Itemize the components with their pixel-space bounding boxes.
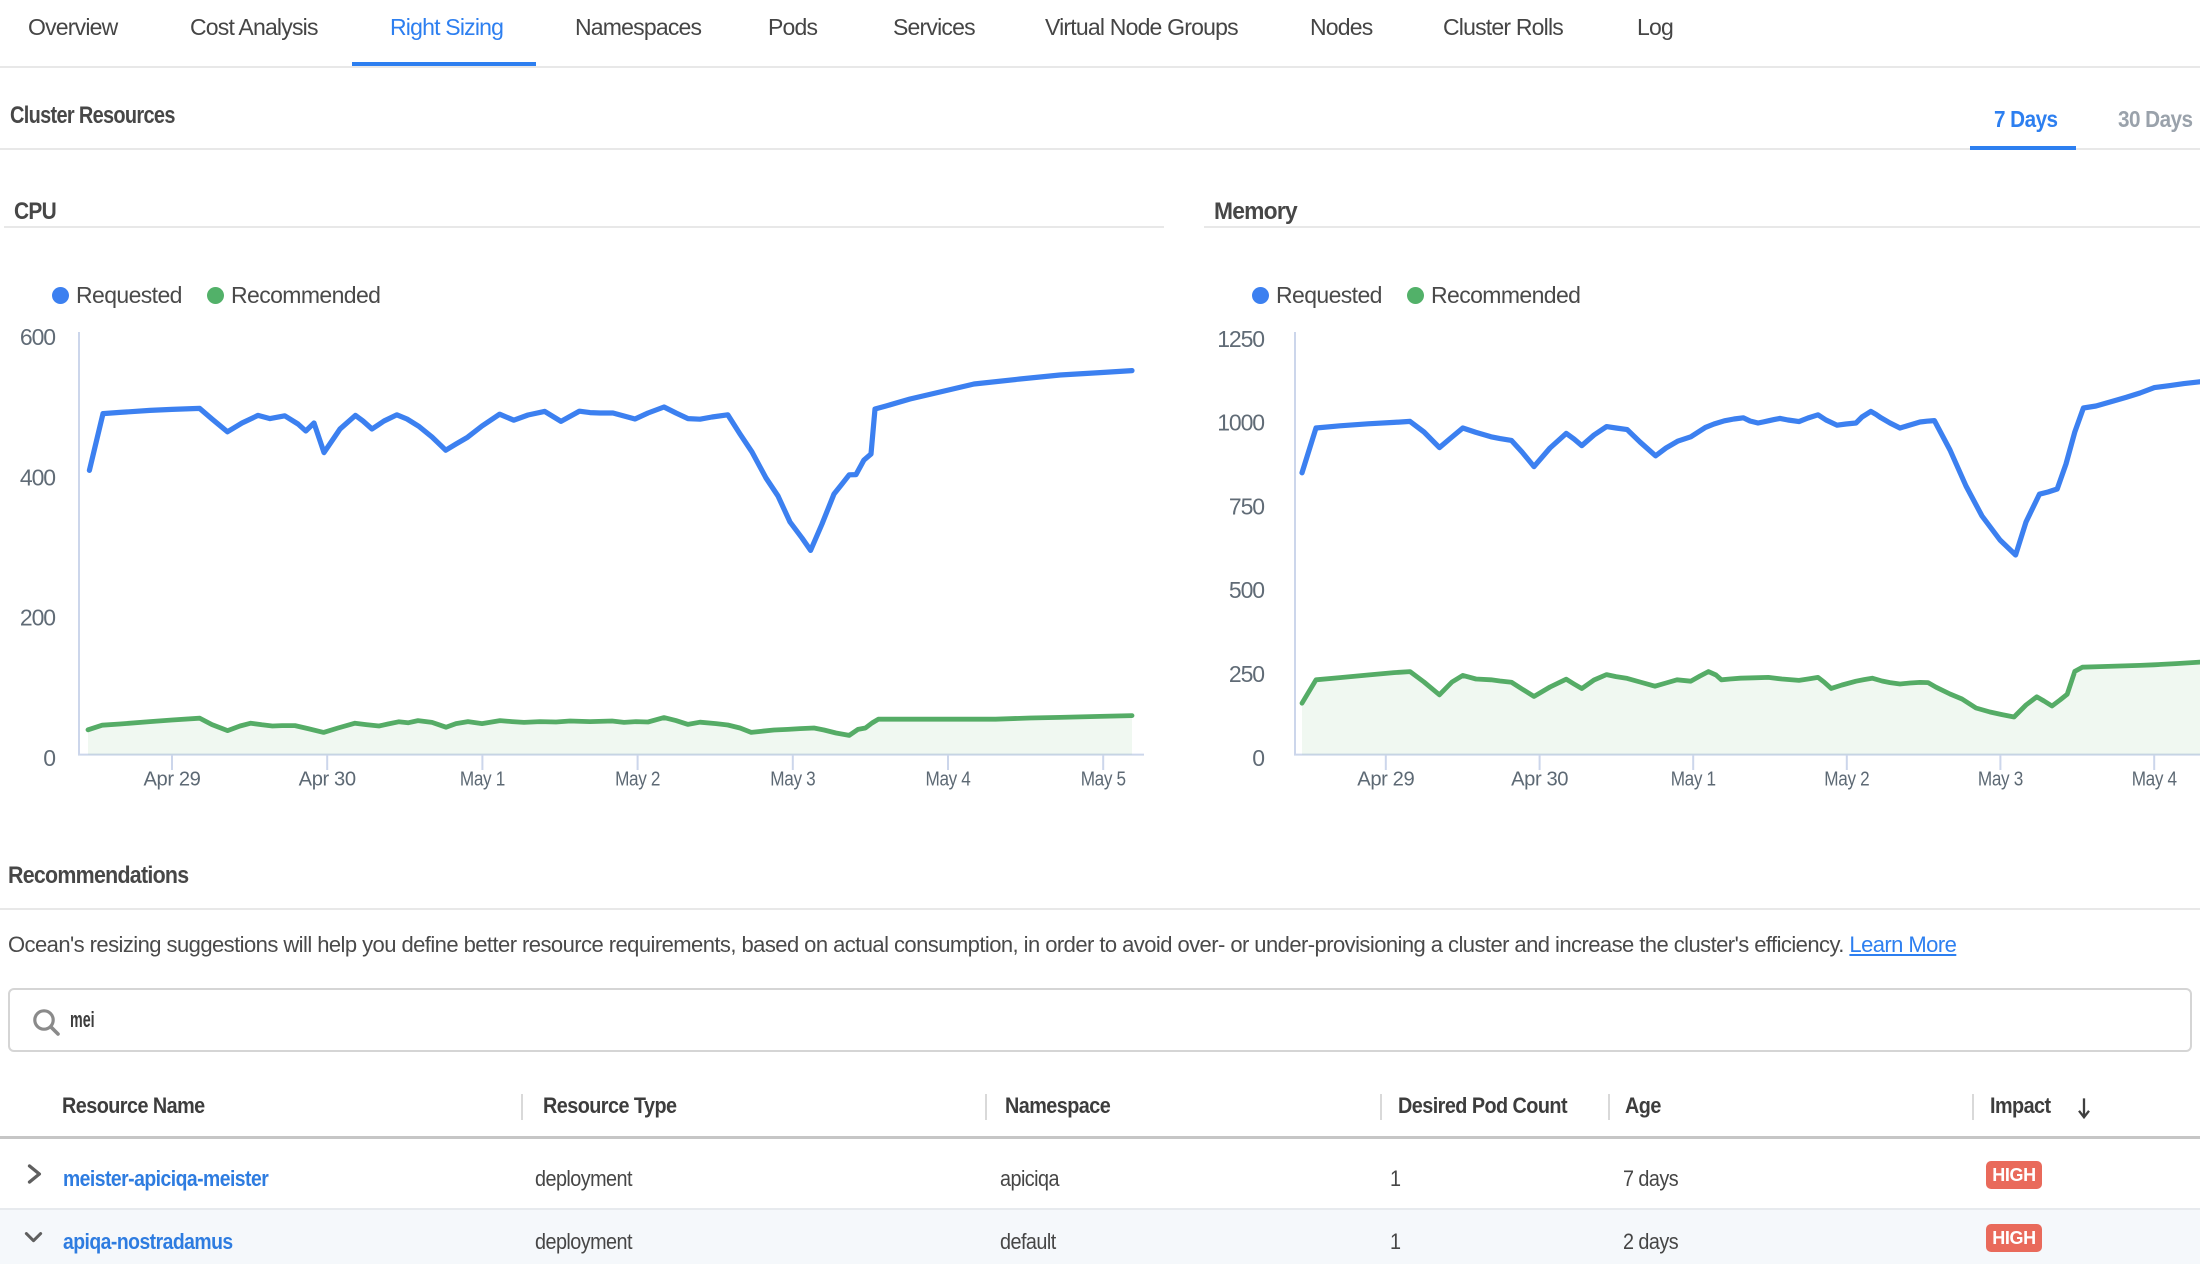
svg-text:May 5: May 5 <box>1081 769 1126 791</box>
svg-text:May 1: May 1 <box>460 769 505 791</box>
svg-text:750: 750 <box>1229 493 1264 519</box>
svg-text:250: 250 <box>1229 661 1264 687</box>
svg-text:May 2: May 2 <box>615 769 660 791</box>
svg-text:Apr 29: Apr 29 <box>1357 769 1414 791</box>
svg-text:0: 0 <box>43 745 55 771</box>
svg-text:May 3: May 3 <box>1978 769 2023 791</box>
svg-text:May 2: May 2 <box>1824 769 1869 791</box>
svg-text:May 3: May 3 <box>770 769 815 791</box>
svg-text:0: 0 <box>1252 745 1264 771</box>
svg-text:Apr 30: Apr 30 <box>299 769 356 791</box>
svg-text:1250: 1250 <box>1217 326 1264 352</box>
svg-text:200: 200 <box>20 605 55 631</box>
svg-text:May 4: May 4 <box>2132 769 2177 791</box>
svg-text:Apr 29: Apr 29 <box>144 769 201 791</box>
svg-text:500: 500 <box>1229 577 1264 603</box>
svg-text:May 4: May 4 <box>926 769 971 791</box>
svg-text:1000: 1000 <box>1217 410 1264 436</box>
svg-text:600: 600 <box>20 324 55 350</box>
svg-text:400: 400 <box>20 464 55 490</box>
svg-text:Apr 30: Apr 30 <box>1511 769 1568 791</box>
svg-text:May 1: May 1 <box>1671 769 1716 791</box>
